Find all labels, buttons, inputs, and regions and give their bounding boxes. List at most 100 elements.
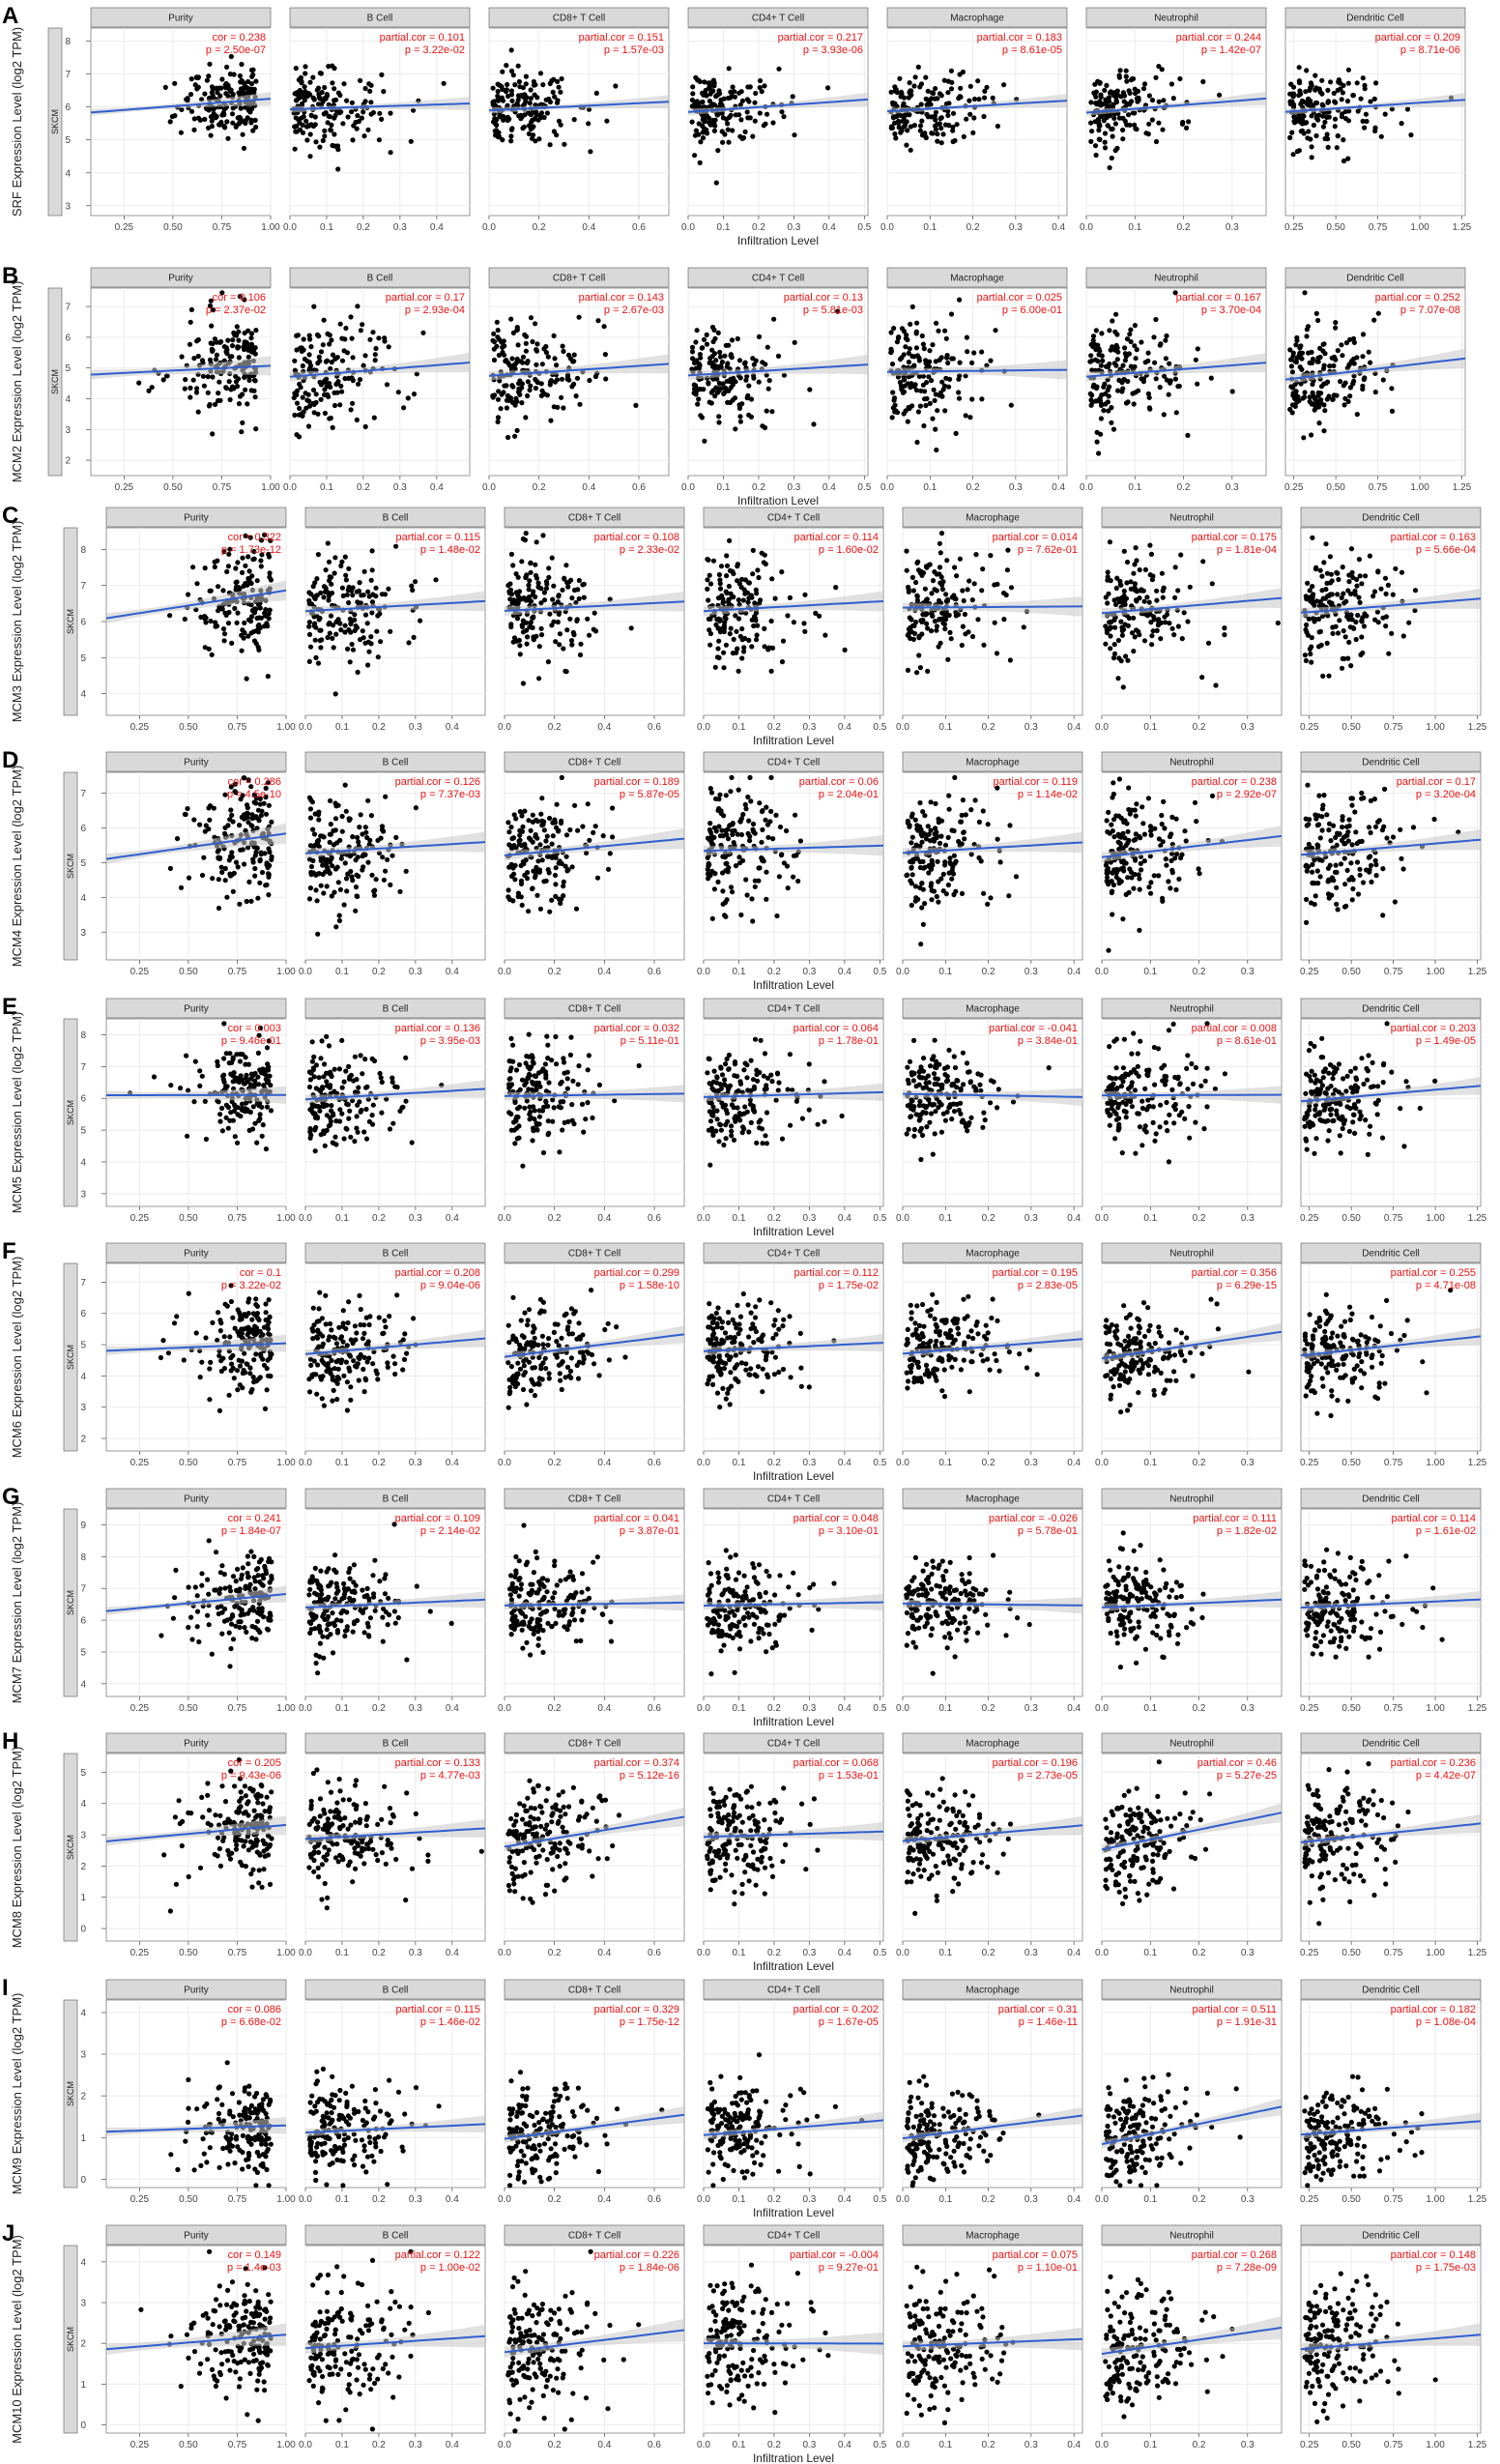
scatter-point xyxy=(355,834,361,841)
scatter-point xyxy=(1105,123,1111,129)
scatter-point xyxy=(1160,127,1166,132)
scatter-point xyxy=(491,331,497,336)
x-tick-label: 0.50 xyxy=(1326,222,1345,233)
scatter-point xyxy=(217,122,223,128)
scatter-point xyxy=(1299,356,1305,362)
scatter-point xyxy=(709,868,715,874)
scatter-point xyxy=(352,612,358,618)
x-tick-label: 0.25 xyxy=(1300,722,1319,733)
scatter-point xyxy=(266,846,272,852)
scatter-point xyxy=(207,61,213,67)
scatter-point xyxy=(293,66,299,72)
scatter-point xyxy=(519,400,525,406)
scatter-point xyxy=(319,89,325,96)
scatter-point xyxy=(1149,577,1155,583)
p-value-label: p = 7.62e-01 xyxy=(1018,544,1078,556)
scatter-point xyxy=(585,616,591,622)
scatter-point xyxy=(1161,412,1167,418)
scatter-point xyxy=(1147,542,1153,548)
scatter-point xyxy=(1292,403,1298,409)
scatter-point xyxy=(920,570,927,576)
scatter-point xyxy=(795,878,801,884)
scatter-point xyxy=(366,649,372,654)
scatter-point xyxy=(571,587,578,594)
scatter-point xyxy=(355,304,361,309)
scatter-point xyxy=(324,856,330,862)
scatter-point xyxy=(710,77,717,83)
x-tick-label: 0.25 xyxy=(115,482,134,493)
scatter-point xyxy=(792,132,797,138)
scatter-point xyxy=(726,583,733,590)
scatter-point xyxy=(1113,311,1119,317)
scatter-point xyxy=(508,68,515,74)
scatter-point xyxy=(255,629,261,635)
scatter-point xyxy=(228,53,234,60)
scatter-point xyxy=(913,579,919,586)
scatter-point xyxy=(766,378,772,384)
scatter-point xyxy=(739,625,745,632)
scatter-point xyxy=(1092,91,1098,97)
scatter-point xyxy=(1115,388,1121,393)
x-tick-label: 1.00 xyxy=(276,967,296,977)
x-tick-label: 1.25 xyxy=(1468,722,1487,733)
scatter-point xyxy=(979,588,985,594)
scatter-point xyxy=(1322,119,1328,125)
facet-title: Purity xyxy=(184,758,209,768)
scatter-point xyxy=(728,789,734,795)
scatter-point xyxy=(936,328,941,333)
scatter-point xyxy=(1113,100,1119,105)
p-value-label: p = 2.93e-04 xyxy=(405,304,465,316)
scatter-point xyxy=(1175,588,1181,594)
scatter-point xyxy=(219,290,225,296)
scatter-point xyxy=(1133,356,1139,362)
scatter-point xyxy=(722,900,729,906)
scatter-point xyxy=(332,816,339,822)
x-tick-label: 0.75 xyxy=(1384,722,1403,733)
y-tick-label: 7 xyxy=(65,70,71,80)
scatter-point xyxy=(1335,630,1341,636)
scatter-point xyxy=(1156,99,1162,104)
scatter-point xyxy=(1108,646,1113,652)
scatter-point xyxy=(236,337,242,343)
scatter-point xyxy=(1096,117,1102,123)
x-tick-label: 0.1 xyxy=(733,722,746,733)
scatter-point xyxy=(706,597,711,603)
scatter-point xyxy=(1092,143,1099,149)
scatter-point xyxy=(1097,99,1103,104)
scatter-point xyxy=(326,597,332,603)
scatter-point xyxy=(242,330,247,336)
scatter-point xyxy=(714,363,720,370)
scatter-point xyxy=(296,434,303,440)
scatter-point xyxy=(508,138,514,144)
scatter-point xyxy=(711,83,717,89)
scatter-point xyxy=(731,840,736,846)
scatter-point xyxy=(921,346,927,352)
scatter-point xyxy=(566,377,572,383)
scatter-point xyxy=(393,543,399,549)
scatter-point xyxy=(729,337,736,343)
scatter-point xyxy=(1157,385,1163,391)
scatter-point xyxy=(1359,634,1365,640)
scatter-point xyxy=(554,362,560,368)
scatter-point xyxy=(965,349,970,355)
x-tick-label: 0.75 xyxy=(1369,482,1388,493)
scatter-point xyxy=(337,886,343,892)
scatter-point xyxy=(948,636,954,642)
scatter-point xyxy=(229,343,236,349)
scatter-point xyxy=(169,113,175,120)
scatter-point xyxy=(234,620,240,625)
scatter-point xyxy=(967,415,973,420)
scatter-point xyxy=(500,69,505,74)
scatter-point xyxy=(237,393,244,399)
scatter-point xyxy=(1113,585,1119,592)
scatter-point xyxy=(346,375,352,381)
scatter-point xyxy=(1101,384,1107,390)
scatter-point xyxy=(536,676,542,681)
scatter-point xyxy=(764,804,769,810)
scatter-point xyxy=(505,434,511,441)
scatter-point xyxy=(530,624,535,631)
scatter-point xyxy=(1292,120,1298,126)
scatter-point xyxy=(740,811,746,818)
scatter-point xyxy=(918,388,924,393)
